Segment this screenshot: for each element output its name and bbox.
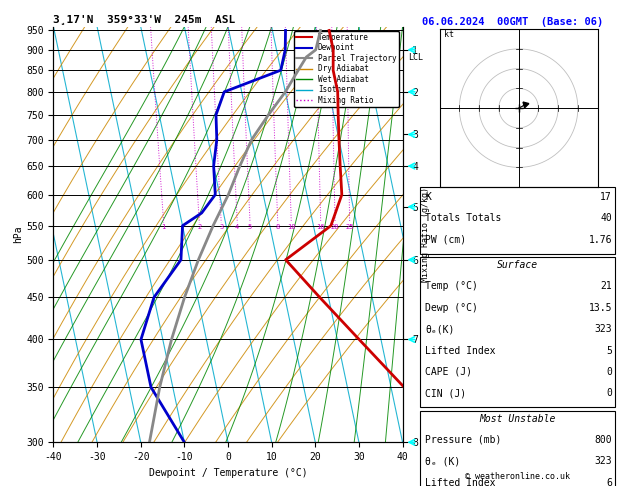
Text: 17: 17: [600, 192, 612, 202]
Text: 1.76: 1.76: [589, 235, 612, 245]
Y-axis label: hPa: hPa: [13, 226, 23, 243]
Text: 25: 25: [345, 225, 354, 230]
Text: Temp (°C): Temp (°C): [425, 281, 478, 292]
Text: θₑ(K): θₑ(K): [425, 324, 455, 334]
Text: 0: 0: [606, 388, 612, 399]
Y-axis label: Mixing Ratio (g/kg): Mixing Ratio (g/kg): [421, 187, 430, 282]
Text: © weatheronline.co.uk: © weatheronline.co.uk: [465, 472, 570, 481]
Text: 3¸17'N  359°33'W  245m  ASL: 3¸17'N 359°33'W 245m ASL: [53, 15, 236, 25]
Text: 5: 5: [606, 346, 612, 356]
Text: Surface: Surface: [497, 260, 538, 270]
Text: 323: 323: [594, 324, 612, 334]
Text: 21: 21: [600, 281, 612, 292]
Text: Lifted Index: Lifted Index: [425, 346, 496, 356]
Text: 5: 5: [248, 225, 252, 230]
Text: Pressure (mb): Pressure (mb): [425, 435, 501, 445]
Text: 2: 2: [197, 225, 201, 230]
Text: 1: 1: [162, 225, 166, 230]
Text: 10: 10: [287, 225, 296, 230]
Legend: Temperature, Dewpoint, Parcel Trajectory, Dry Adiabat, Wet Adiabat, Isotherm, Mi: Temperature, Dewpoint, Parcel Trajectory…: [294, 31, 399, 107]
X-axis label: Dewpoint / Temperature (°C): Dewpoint / Temperature (°C): [148, 468, 308, 478]
Text: 16: 16: [316, 225, 325, 230]
Text: 8: 8: [276, 225, 280, 230]
Text: PW (cm): PW (cm): [425, 235, 466, 245]
Text: CAPE (J): CAPE (J): [425, 367, 472, 377]
Text: 40: 40: [600, 213, 612, 224]
Text: 06.06.2024  00GMT  (Base: 06): 06.06.2024 00GMT (Base: 06): [422, 17, 603, 27]
Text: 323: 323: [594, 456, 612, 467]
Text: Lifted Index: Lifted Index: [425, 478, 496, 486]
Text: 800: 800: [594, 435, 612, 445]
Text: 6: 6: [606, 478, 612, 486]
Text: 4: 4: [235, 225, 240, 230]
Text: CIN (J): CIN (J): [425, 388, 466, 399]
Text: 13.5: 13.5: [589, 303, 612, 313]
Text: Most Unstable: Most Unstable: [479, 414, 556, 424]
Text: 20: 20: [331, 225, 339, 230]
Text: Dewp (°C): Dewp (°C): [425, 303, 478, 313]
Text: Totals Totals: Totals Totals: [425, 213, 501, 224]
Text: K: K: [425, 192, 431, 202]
Text: θₑ (K): θₑ (K): [425, 456, 460, 467]
Text: LCL: LCL: [408, 52, 423, 62]
Text: kt: kt: [443, 30, 454, 39]
Text: 0: 0: [606, 367, 612, 377]
Text: 3: 3: [219, 225, 223, 230]
